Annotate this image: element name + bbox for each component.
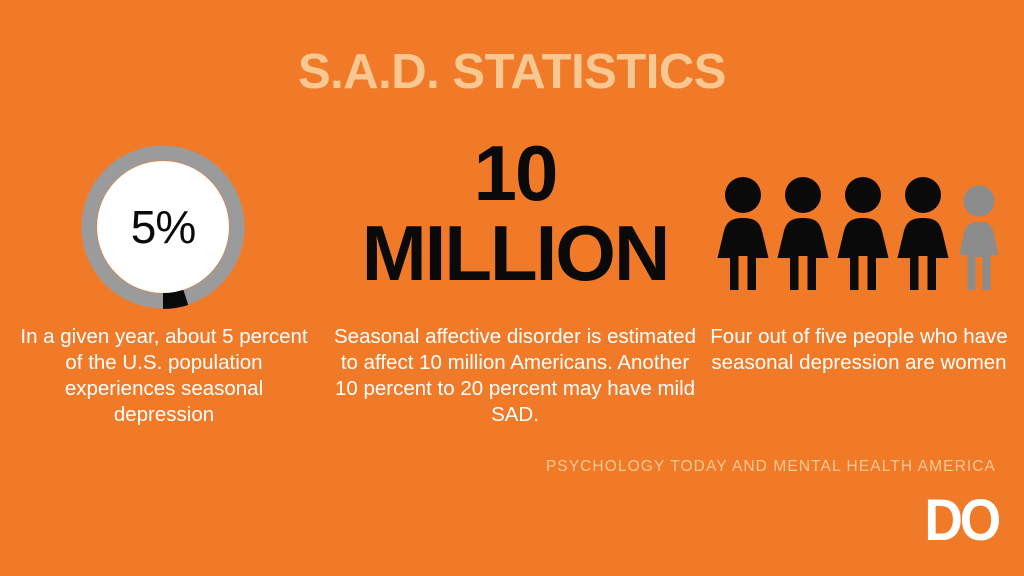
stat-panel-donut: 5% In a given year, about 5 percent of t… — [14, 140, 314, 450]
statistics-columns: 5% In a given year, about 5 percent of t… — [0, 132, 1024, 450]
donut-chart: 5% — [81, 145, 245, 309]
donut-visual: 5% — [14, 140, 314, 320]
big-number-unit: MILLION — [361, 209, 671, 297]
stat-caption-donut: In a given year, about 5 percent of the … — [20, 325, 308, 426]
stat-panel-people: Four out of five people who have seasona… — [706, 140, 1012, 450]
person-man-icon — [959, 185, 999, 290]
bignumber-visual: 10 MILLION — [330, 132, 700, 320]
donut-chart-svg — [81, 145, 245, 309]
stat-caption-people: Four out of five people who have seasona… — [710, 325, 1008, 374]
source-attribution: PSYCHOLOGY TODAY AND MENTAL HEALTH AMERI… — [545, 458, 996, 475]
people-pictogram — [717, 162, 1001, 290]
big-number-value: 10 — [473, 129, 559, 217]
big-number: 10 MILLION — [330, 132, 700, 292]
stat-panel-bignumber: 10 MILLION Seasonal affective disorder i… — [330, 132, 700, 450]
person-woman-icon — [837, 177, 889, 290]
page-title: S.A.D. STATISTICS — [298, 45, 726, 99]
donut-center-label: 5% — [130, 201, 196, 253]
stat-caption-bignumber: Seasonal affective disorder is estimated… — [334, 325, 696, 426]
person-woman-icon — [777, 177, 829, 290]
brand-logo: DO — [924, 488, 1001, 553]
person-woman-icon — [717, 177, 769, 290]
people-visual — [706, 140, 1012, 320]
person-woman-icon — [897, 177, 949, 290]
donut-inner-fill — [97, 161, 229, 293]
donut-segment-5-percent — [81, 145, 245, 309]
